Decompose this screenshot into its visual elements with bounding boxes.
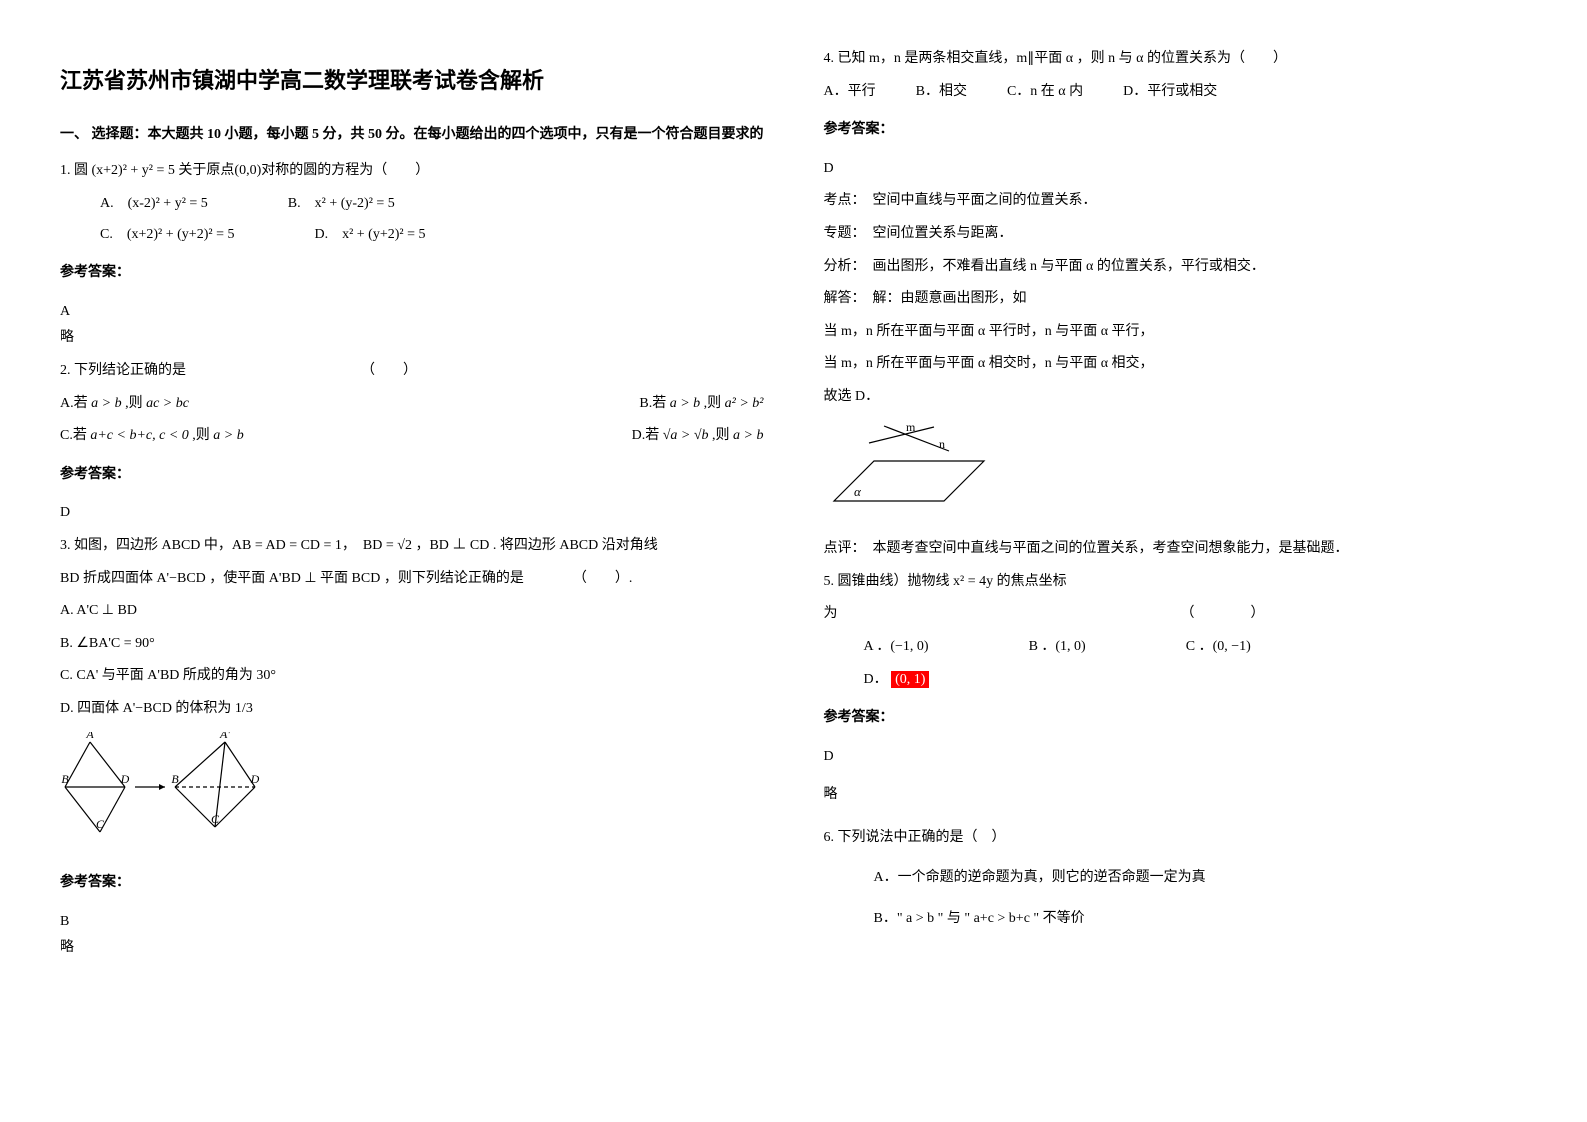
q3-opt-b: B. ∠BA'C = 90° <box>60 631 764 658</box>
q4-ans: D <box>824 156 1528 183</box>
svg-text:A: A <box>85 732 94 741</box>
q3-opt-a: A. A'C ⊥ BD <box>60 598 764 625</box>
q2-opts-row1: A.若 a > b ,则 ac > bc B.若 a > b ,则 a² > b… <box>60 391 764 418</box>
paper-title: 江苏省苏州市镇湖中学高二数学理联考试卷含解析 <box>60 60 764 102</box>
q4-opt-a: A．平行 <box>824 79 876 106</box>
q5-opts-row2: D． (0, 1) <box>864 667 1528 694</box>
svg-text:B: B <box>171 772 179 786</box>
q3-stem1: 3. 如图，四边形 ABCD 中，AB = AD = CD = 1， BD = … <box>60 533 764 560</box>
svg-text:B: B <box>61 772 69 786</box>
q4-opts: A．平行 B．相交 C．n 在 α 内 D．平行或相交 <box>824 79 1528 106</box>
svg-text:D: D <box>120 772 130 786</box>
q5-opt-a: A ．(−1, 0) <box>864 634 929 661</box>
q2-opt-c: C.若 a+c < b+c, c < 0 ,则 a > b <box>60 423 244 450</box>
q1-brief: 略 <box>60 325 764 352</box>
svg-text:n: n <box>939 437 945 451</box>
q2-stem: 2. 下列结论正确的是 （ ） <box>60 358 764 385</box>
q4-opt-c: C．n 在 α 内 <box>1007 79 1083 106</box>
q5-opt-c: C ．(0, −1) <box>1186 634 1251 661</box>
q2-ans: D <box>60 500 764 527</box>
svg-text:A': A' <box>219 732 230 741</box>
q4-stem: 4. 已知 m，n 是两条相交直线，m∥平面 α ，则 n 与 α 的位置关系为… <box>824 46 1528 73</box>
q5-opt-b: B ．(1, 0) <box>1029 634 1086 661</box>
q4-line3: 分析： 画出图形，不难看出直线 n 与平面 α 的位置关系，平行或相交． <box>824 254 1528 281</box>
q5-ans-label: 参考答案： <box>824 705 1528 732</box>
q3-opt-d: D. 四面体 A'−BCD 的体积为 1/3 <box>60 696 764 723</box>
q6-stem: 6. 下列说法中正确的是（ ） <box>824 825 1528 852</box>
q3-fold-svg: A B D C A' B D C <box>60 732 280 847</box>
q4-comment: 点评： 本题考查空间中直线与平面之间的位置关系，考查空间想象能力，是基础题． <box>824 536 1528 563</box>
q5-opt-d-highlight: (0, 1) <box>891 671 929 688</box>
q1-ans-label: 参考答案： <box>60 260 764 287</box>
q3-ans: B <box>60 909 764 936</box>
svg-text:α: α <box>854 484 862 499</box>
q1-opts-row2: C. (x+2)² + (y+2)² = 5 D. x² + (y+2)² = … <box>100 222 764 249</box>
q4-opt-b: B．相交 <box>916 79 967 106</box>
q5-ans: D <box>824 744 1528 771</box>
q5-opt-d-pre: D． <box>864 672 888 687</box>
q2-ans-label: 参考答案： <box>60 462 764 489</box>
q1-opts-row1: A. (x-2)² + y² = 5 B. x² + (y-2)² = 5 <box>100 191 764 218</box>
q4-diagram: α m n <box>824 421 1528 527</box>
q1-opt-a: A. (x-2)² + y² = 5 <box>100 191 208 218</box>
q2-opt-a: A.若 a > b ,则 ac > bc <box>60 391 189 418</box>
q5-stem2: 为 （ ） <box>824 601 1528 628</box>
left-column: 江苏省苏州市镇湖中学高二数学理联考试卷含解析 一、 选择题：本大题共 10 小题… <box>60 40 764 962</box>
q4-line6: 当 m，n 所在平面与平面 α 相交时，n 与平面 α 相交， <box>824 351 1528 378</box>
q4-plane-svg: α m n <box>824 421 1004 516</box>
svg-text:C: C <box>96 817 105 831</box>
q1-ans: A <box>60 299 764 326</box>
q2-opts-row2: C.若 a+c < b+c, c < 0 ,则 a > b D.若 √a > √… <box>60 423 764 450</box>
q1-opt-b: B. x² + (y-2)² = 5 <box>288 191 395 218</box>
q1-opt-c: C. (x+2)² + (y+2)² = 5 <box>100 222 234 249</box>
q1-stem: 1. 圆 (x+2)² + y² = 5 关于原点(0,0)对称的圆的方程为（ … <box>60 158 764 185</box>
q5-opts-row1: A ．(−1, 0) B ．(1, 0) C ．(0, −1) <box>864 634 1528 661</box>
q4-line5: 当 m，n 所在平面与平面 α 平行时，n 与平面 α 平行， <box>824 319 1528 346</box>
q4-line2: 专题： 空间位置关系与距离． <box>824 221 1528 248</box>
svg-text:D: D <box>250 772 260 786</box>
q4-line1: 考点： 空间中直线与平面之间的位置关系． <box>824 188 1528 215</box>
q3-brief: 略 <box>60 935 764 962</box>
q2-opt-d: D.若 √a > √b ,则 a > b <box>632 423 764 450</box>
q4-line7: 故选 D． <box>824 384 1528 411</box>
q4-line4: 解答： 解：由题意画出图形，如 <box>824 286 1528 313</box>
q4-opt-d: D．平行或相交 <box>1123 79 1217 106</box>
q6-opt-a: A．一个命题的逆命题为真，则它的逆否命题一定为真 <box>874 865 1528 892</box>
q3-ans-label: 参考答案： <box>60 870 764 897</box>
q5-stem1: 5. 圆锥曲线）抛物线 x² = 4y 的焦点坐标 <box>824 569 1528 596</box>
section1-heading: 一、 选择题：本大题共 10 小题，每小题 5 分，共 50 分。在每小题给出的… <box>60 122 764 149</box>
right-column: 4. 已知 m，n 是两条相交直线，m∥平面 α ，则 n 与 α 的位置关系为… <box>824 40 1528 962</box>
svg-text:m: m <box>906 421 916 434</box>
q5-brief: 略 <box>824 782 1528 809</box>
q3-diagram: A B D C A' B D C <box>60 732 764 858</box>
q3-opt-c: C. CA' 与平面 A'BD 所成的角为 30° <box>60 663 764 690</box>
q6-opt-b: B．" a > b " 与 " a+c > b+c " 不等价 <box>874 906 1528 933</box>
q2-opt-b: B.若 a > b ,则 a² > b² <box>639 391 763 418</box>
q1-opt-d: D. x² + (y+2)² = 5 <box>314 222 425 249</box>
svg-text:C: C <box>211 812 220 826</box>
q4-ans-label: 参考答案： <box>824 117 1528 144</box>
q3-stem2: BD 折成四面体 A'−BCD ，使平面 A'BD ⊥ 平面 BCD ，则下列结… <box>60 566 764 593</box>
